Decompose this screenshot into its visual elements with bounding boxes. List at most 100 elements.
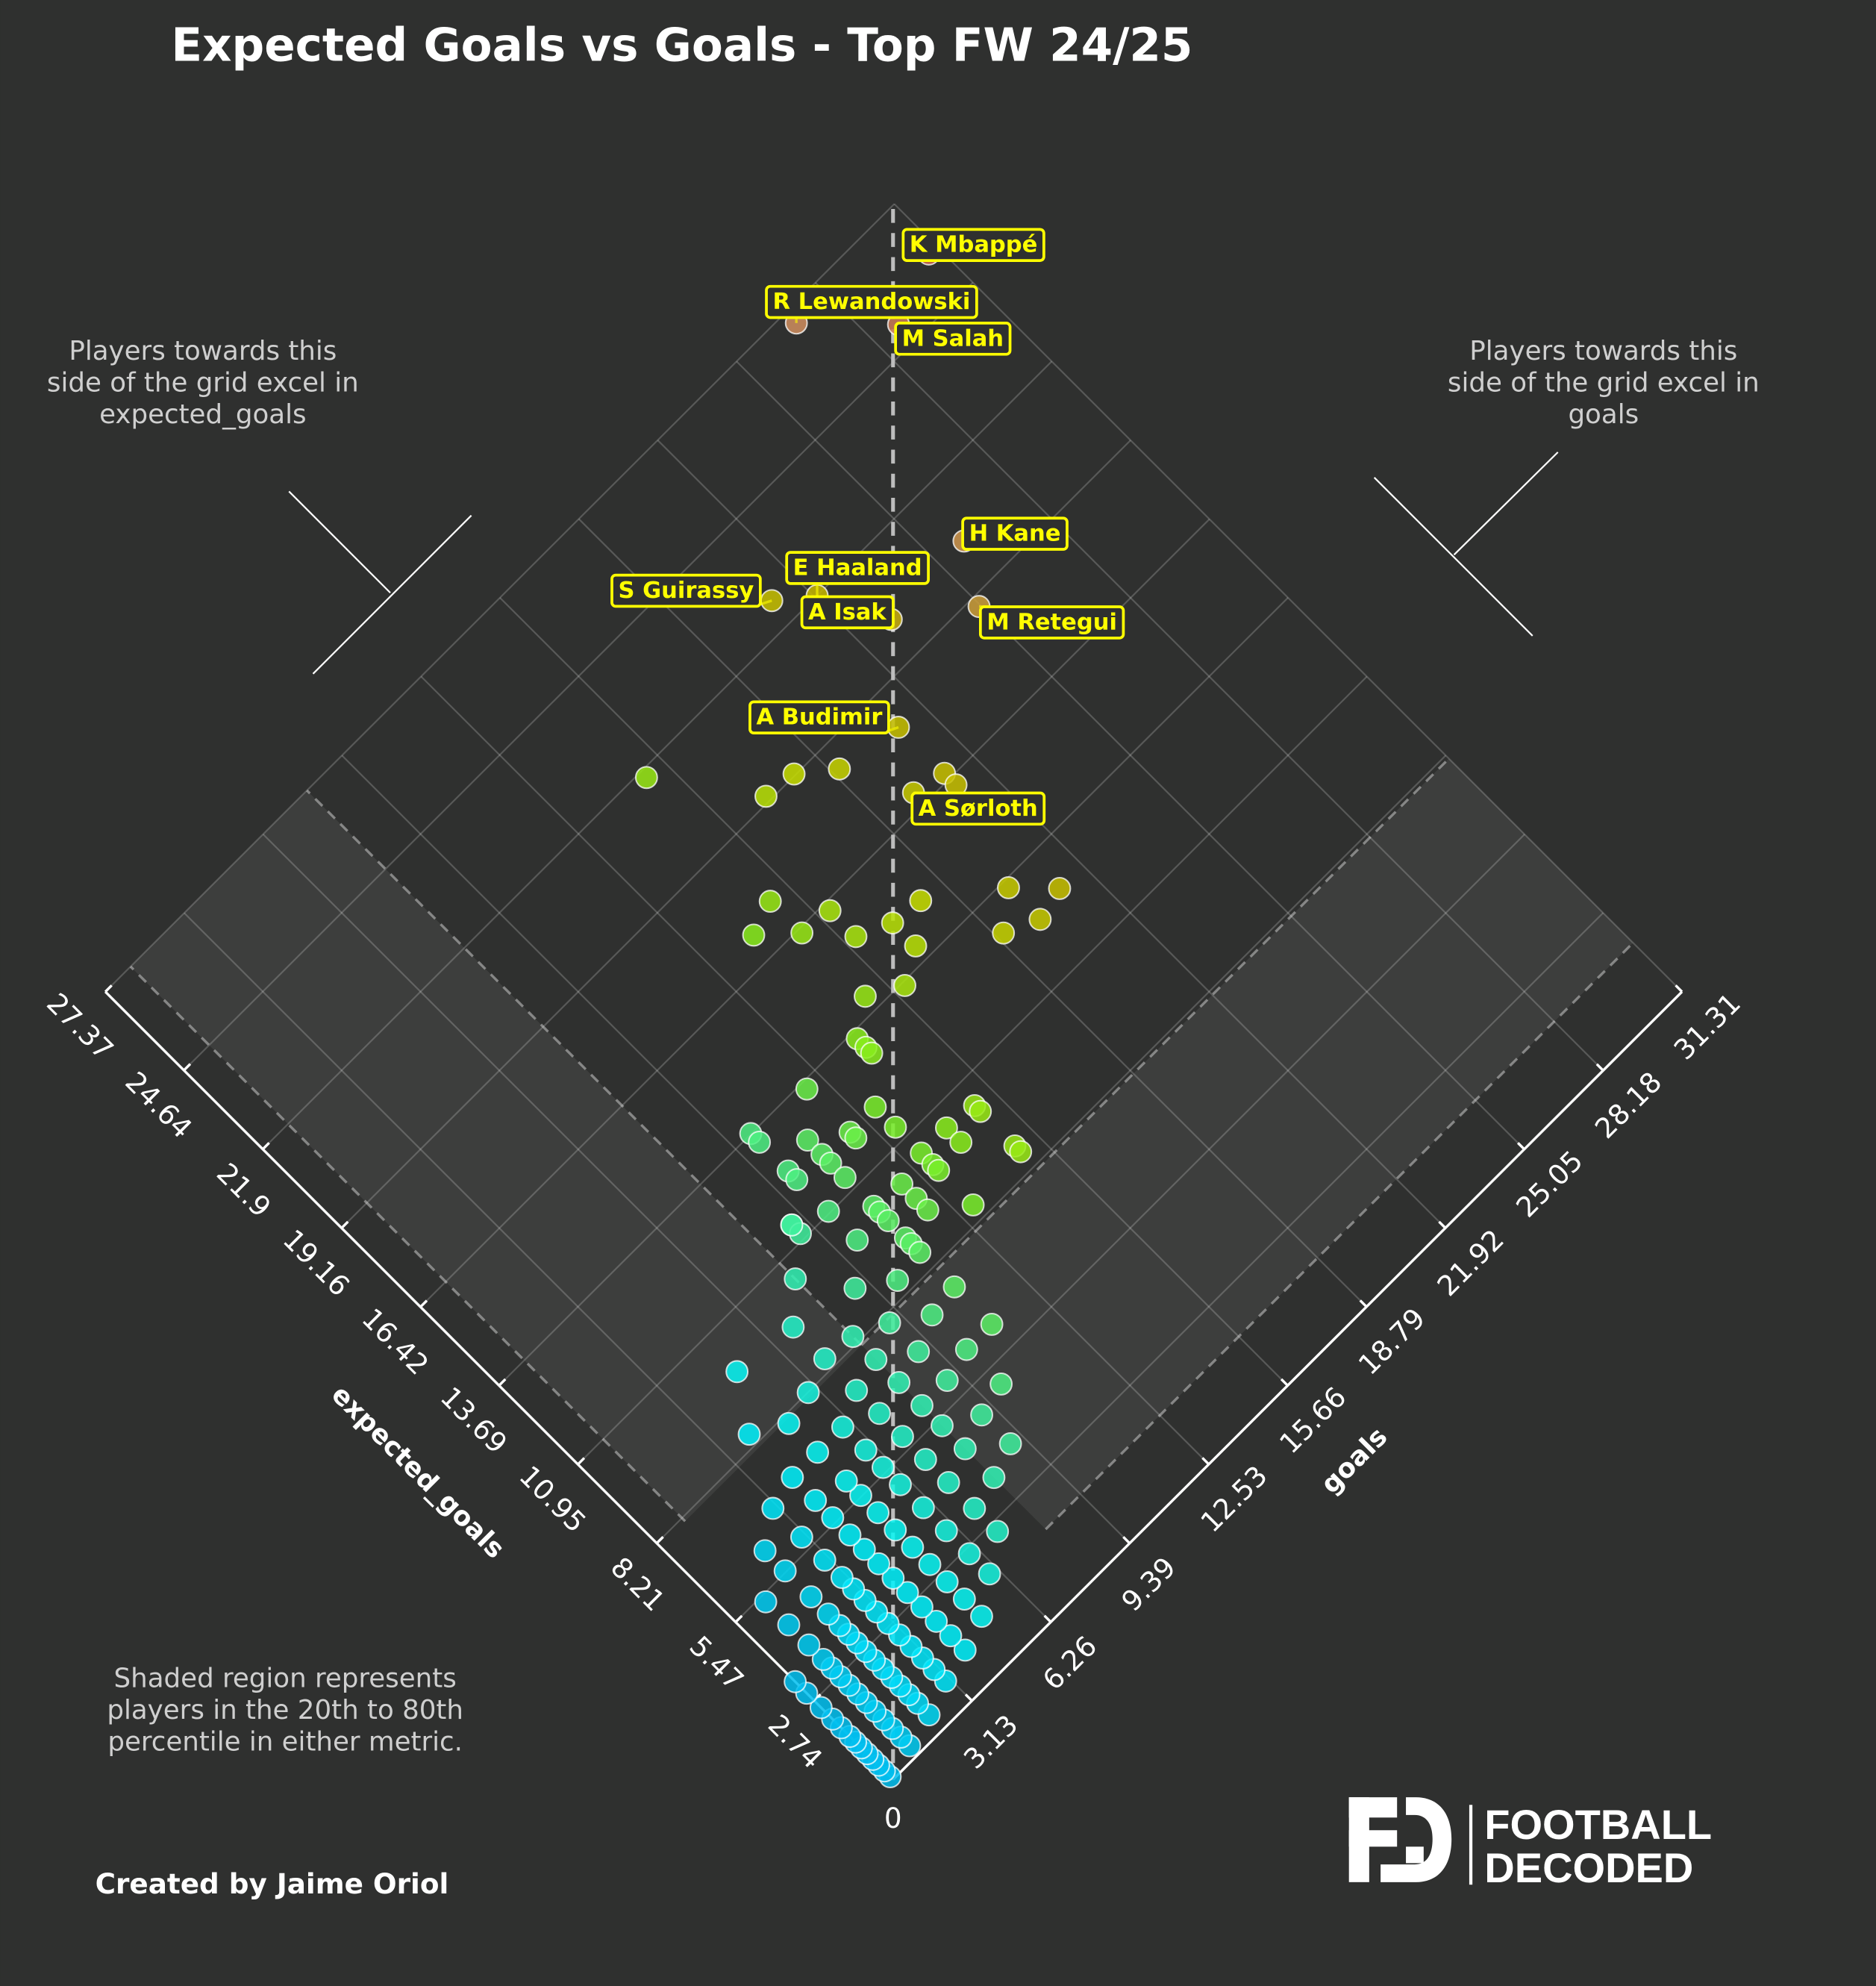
data-point <box>821 1506 845 1529</box>
data-point <box>761 1496 785 1520</box>
data-point <box>881 911 904 935</box>
grid-line <box>736 360 1525 1150</box>
data-point <box>781 1466 804 1489</box>
player-label: H Kane <box>969 521 1061 547</box>
data-point <box>884 1115 907 1139</box>
y-tick-mark <box>1359 1299 1368 1308</box>
data-point <box>878 1311 901 1334</box>
data-point <box>998 1431 1022 1455</box>
data-point <box>961 1193 985 1217</box>
y-tick-mark <box>1201 1457 1210 1466</box>
data-point <box>845 1378 869 1402</box>
grid-line <box>183 281 974 1071</box>
data-point <box>833 1166 857 1190</box>
data-point <box>849 1484 872 1508</box>
player-label-box <box>800 595 895 630</box>
data-point <box>816 1602 840 1626</box>
origin-tick-label: 0 <box>884 1802 902 1834</box>
player-label-box <box>894 322 1012 356</box>
shaded-region-note: Shaded region represents players in the … <box>107 1663 463 1757</box>
data-point <box>953 1437 977 1461</box>
data-point <box>737 1423 761 1446</box>
data-point <box>748 1131 772 1154</box>
data-point <box>806 1440 830 1464</box>
data-point <box>831 1415 854 1439</box>
data-point <box>986 1520 1010 1543</box>
data-point <box>634 766 658 790</box>
percentile-line <box>129 965 687 1523</box>
shaded-note-line: Shaded region represents <box>114 1663 457 1693</box>
annotation-right-line: side of the grid excel in <box>1448 367 1760 398</box>
data-point <box>843 1276 867 1300</box>
data-point <box>863 1095 887 1119</box>
data-point <box>909 889 933 913</box>
percentile-line <box>860 758 1450 1346</box>
data-point <box>910 1595 934 1619</box>
data-point <box>889 1473 912 1496</box>
grid-line <box>262 360 1053 1150</box>
data-point <box>834 1469 858 1493</box>
data-point <box>954 1337 978 1361</box>
x-tick-mark <box>498 1378 507 1387</box>
data-point <box>927 1158 951 1182</box>
player-label-box <box>961 516 1069 551</box>
annotation-right-pointer <box>1373 477 1533 637</box>
data-point <box>742 923 766 947</box>
annotation-left-line: Players towards this <box>69 336 337 366</box>
player-label: E Haaland <box>793 555 922 581</box>
grid-line <box>813 912 1604 1702</box>
grid-line <box>420 675 1210 1465</box>
data-point <box>811 1647 835 1671</box>
data-point <box>952 1587 976 1611</box>
grid-line <box>341 440 1131 1229</box>
y-tick-mark <box>964 1693 973 1702</box>
annotation-right: Players towards this side of the grid ex… <box>1448 336 1760 430</box>
data-point <box>963 1496 987 1520</box>
data-point <box>784 1670 807 1693</box>
data-point <box>989 1372 1013 1396</box>
data-point <box>830 1566 854 1589</box>
player-label: M Salah <box>902 325 1004 352</box>
grid-line <box>341 755 1131 1544</box>
data-point <box>844 925 868 949</box>
grid-line <box>419 518 1210 1308</box>
data-point <box>860 1041 884 1065</box>
y-tick-mark <box>1675 984 1683 993</box>
grid-line <box>577 675 1368 1465</box>
football-decoded-logo: FOOTBALL DECODED <box>1348 1797 1712 1891</box>
grid-line <box>578 518 1368 1308</box>
data-point <box>934 1116 958 1140</box>
data-point <box>797 1633 821 1657</box>
data-point <box>907 1340 931 1364</box>
annotation-left-pointer <box>312 514 472 675</box>
x-tick-mark <box>655 1536 664 1544</box>
data-point <box>937 1470 960 1494</box>
data-point <box>913 1448 937 1471</box>
data-point <box>795 1128 819 1152</box>
annotation-right-line: goals <box>1568 399 1639 430</box>
player-label-box <box>785 551 930 585</box>
data-point <box>799 1585 823 1608</box>
grid-line <box>656 755 1447 1544</box>
data-point <box>816 1199 840 1223</box>
grid-line <box>893 203 1683 993</box>
player-labels: K Mbappé R Lewandowski M Salah H Kane E Haal… <box>610 228 1125 826</box>
data-point <box>935 1570 959 1593</box>
data-point <box>935 1369 959 1392</box>
grid-line <box>814 281 1604 1072</box>
player-label: R Lewandowski <box>773 289 971 315</box>
grid-line <box>262 833 1051 1623</box>
data-point <box>931 1414 954 1437</box>
data-point <box>854 1438 878 1462</box>
annotation-right-pointer <box>1453 452 1559 556</box>
annotation-left: Players towards this side of the grid ex… <box>47 336 359 430</box>
data-point <box>871 1455 895 1479</box>
data-point <box>725 1360 749 1384</box>
percentile-line <box>1045 942 1634 1531</box>
data-point <box>852 1537 876 1561</box>
data-point <box>777 1411 801 1435</box>
data-point <box>1028 908 1052 931</box>
data-point <box>753 1539 777 1563</box>
data-point <box>844 1126 868 1150</box>
player-label-box <box>978 605 1125 640</box>
